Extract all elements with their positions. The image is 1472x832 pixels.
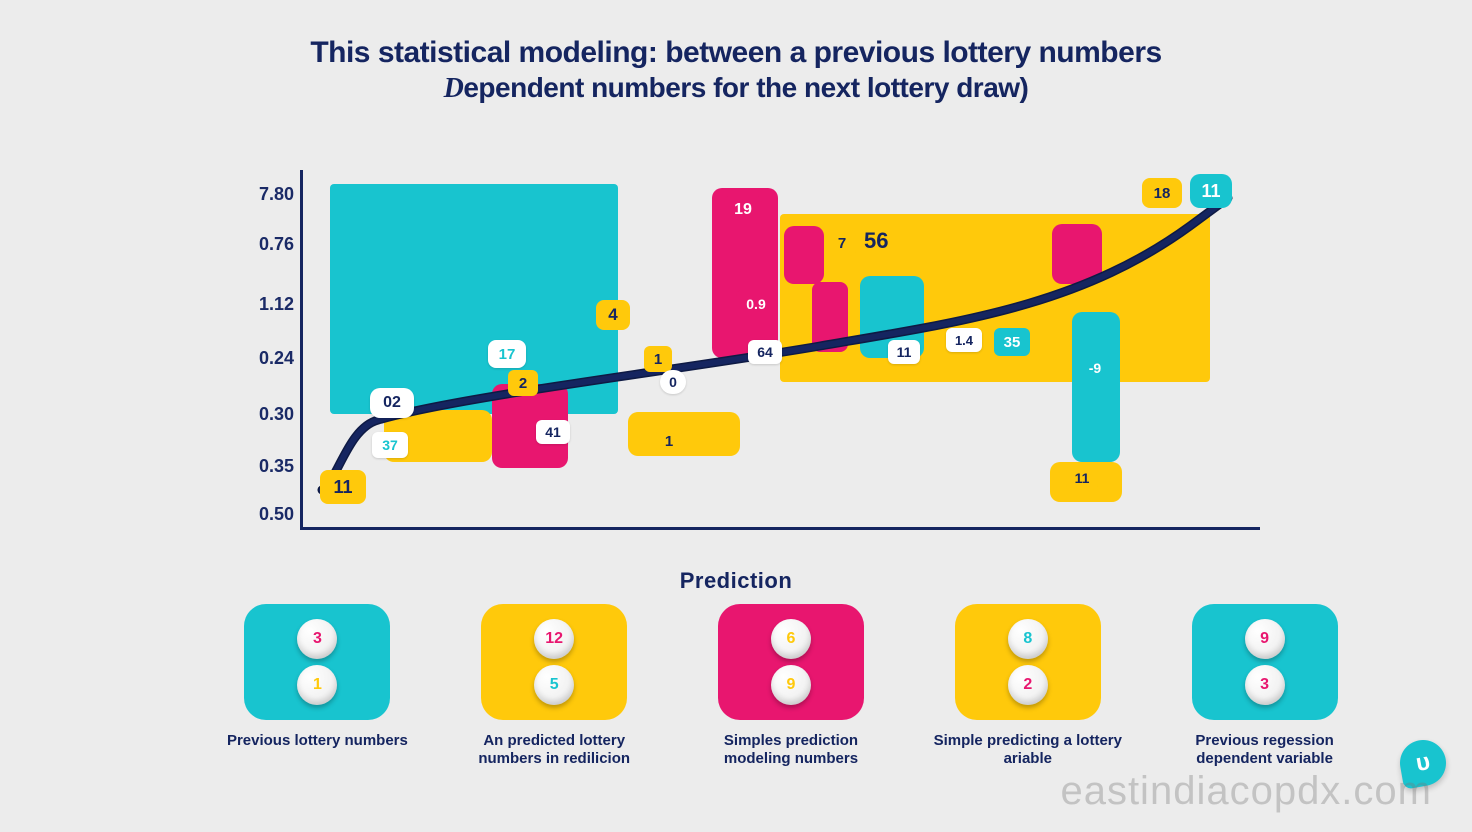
card-tile: 31	[244, 604, 390, 720]
lottery-ball-icon: 9	[771, 665, 811, 705]
card-tile: 82	[955, 604, 1101, 720]
data-pill: 1	[656, 428, 682, 454]
card-tile: 125	[481, 604, 627, 720]
card: 31Previous lottery numbers	[220, 604, 415, 768]
card: 69Simples prediction modeling numbers	[694, 604, 889, 768]
data-pill: 1	[644, 346, 672, 372]
lottery-ball-icon: 2	[1008, 665, 1048, 705]
data-pill: 41	[536, 420, 570, 444]
data-pill: 0.9	[736, 290, 776, 318]
data-pill: 11	[320, 470, 366, 504]
data-pill: 1.4	[946, 328, 982, 352]
data-pill: 4	[596, 300, 630, 330]
float-label: 56	[864, 228, 888, 254]
data-pill: 35	[994, 328, 1030, 356]
data-pill: 11	[888, 340, 920, 364]
lottery-ball-icon: 12	[534, 619, 574, 659]
card-caption: Simples prediction modeling numbers	[694, 732, 889, 768]
card: 82Simple predicting a lottery ariable	[930, 604, 1125, 768]
data-pill: 02	[370, 388, 414, 418]
data-pill: 7	[828, 230, 856, 256]
lottery-ball-icon: 5	[534, 665, 574, 705]
lottery-ball-icon: 6	[771, 619, 811, 659]
cards-row: 31Previous lottery numbers125An predicte…	[220, 604, 1362, 768]
lottery-ball-icon: 3	[297, 619, 337, 659]
title-line2-text: ependent numbers for the next lottery dr…	[463, 72, 1028, 103]
lottery-ball-icon: 1	[297, 665, 337, 705]
lottery-ball-icon: 3	[1245, 665, 1285, 705]
card-tile: 69	[718, 604, 864, 720]
lottery-ball-icon: 9	[1245, 619, 1285, 659]
card-caption: Simple predicting a lottery ariable	[930, 732, 1125, 768]
prediction-label: Prediction	[0, 568, 1472, 594]
data-pill: 17	[488, 340, 526, 368]
title-dropcap: D	[444, 73, 464, 104]
data-pill: 18	[1142, 178, 1182, 208]
card-caption: An predicted lottery numbers in redilici…	[457, 732, 652, 768]
chart-area: 7.800.761.120.240.300.350.50 11370217241…	[260, 170, 1260, 550]
title: This statistical modeling: between a pre…	[0, 0, 1472, 105]
card-caption: Previous regession dependent variable	[1167, 732, 1362, 768]
data-pill: 64	[748, 340, 782, 364]
data-pill: 11	[1066, 466, 1098, 490]
card-caption: Previous lottery numbers	[227, 732, 408, 750]
lottery-ball-icon: 8	[1008, 619, 1048, 659]
card: 93Previous regession dependent variable	[1167, 604, 1362, 768]
watermark: eastindiacopdx.com	[1060, 769, 1432, 814]
data-pill: 37	[372, 432, 408, 458]
data-pill: 19	[724, 196, 762, 224]
card-tile: 93	[1192, 604, 1338, 720]
data-pill: 11	[1190, 174, 1232, 208]
card: 125An predicted lottery numbers in redil…	[457, 604, 652, 768]
data-pill: 2	[508, 370, 538, 396]
data-pill: 0	[660, 370, 686, 394]
title-line2: Dependent numbers for the next lottery d…	[0, 72, 1472, 105]
data-pill: -9	[1078, 356, 1112, 380]
title-line1: This statistical modeling: between a pre…	[0, 36, 1472, 70]
